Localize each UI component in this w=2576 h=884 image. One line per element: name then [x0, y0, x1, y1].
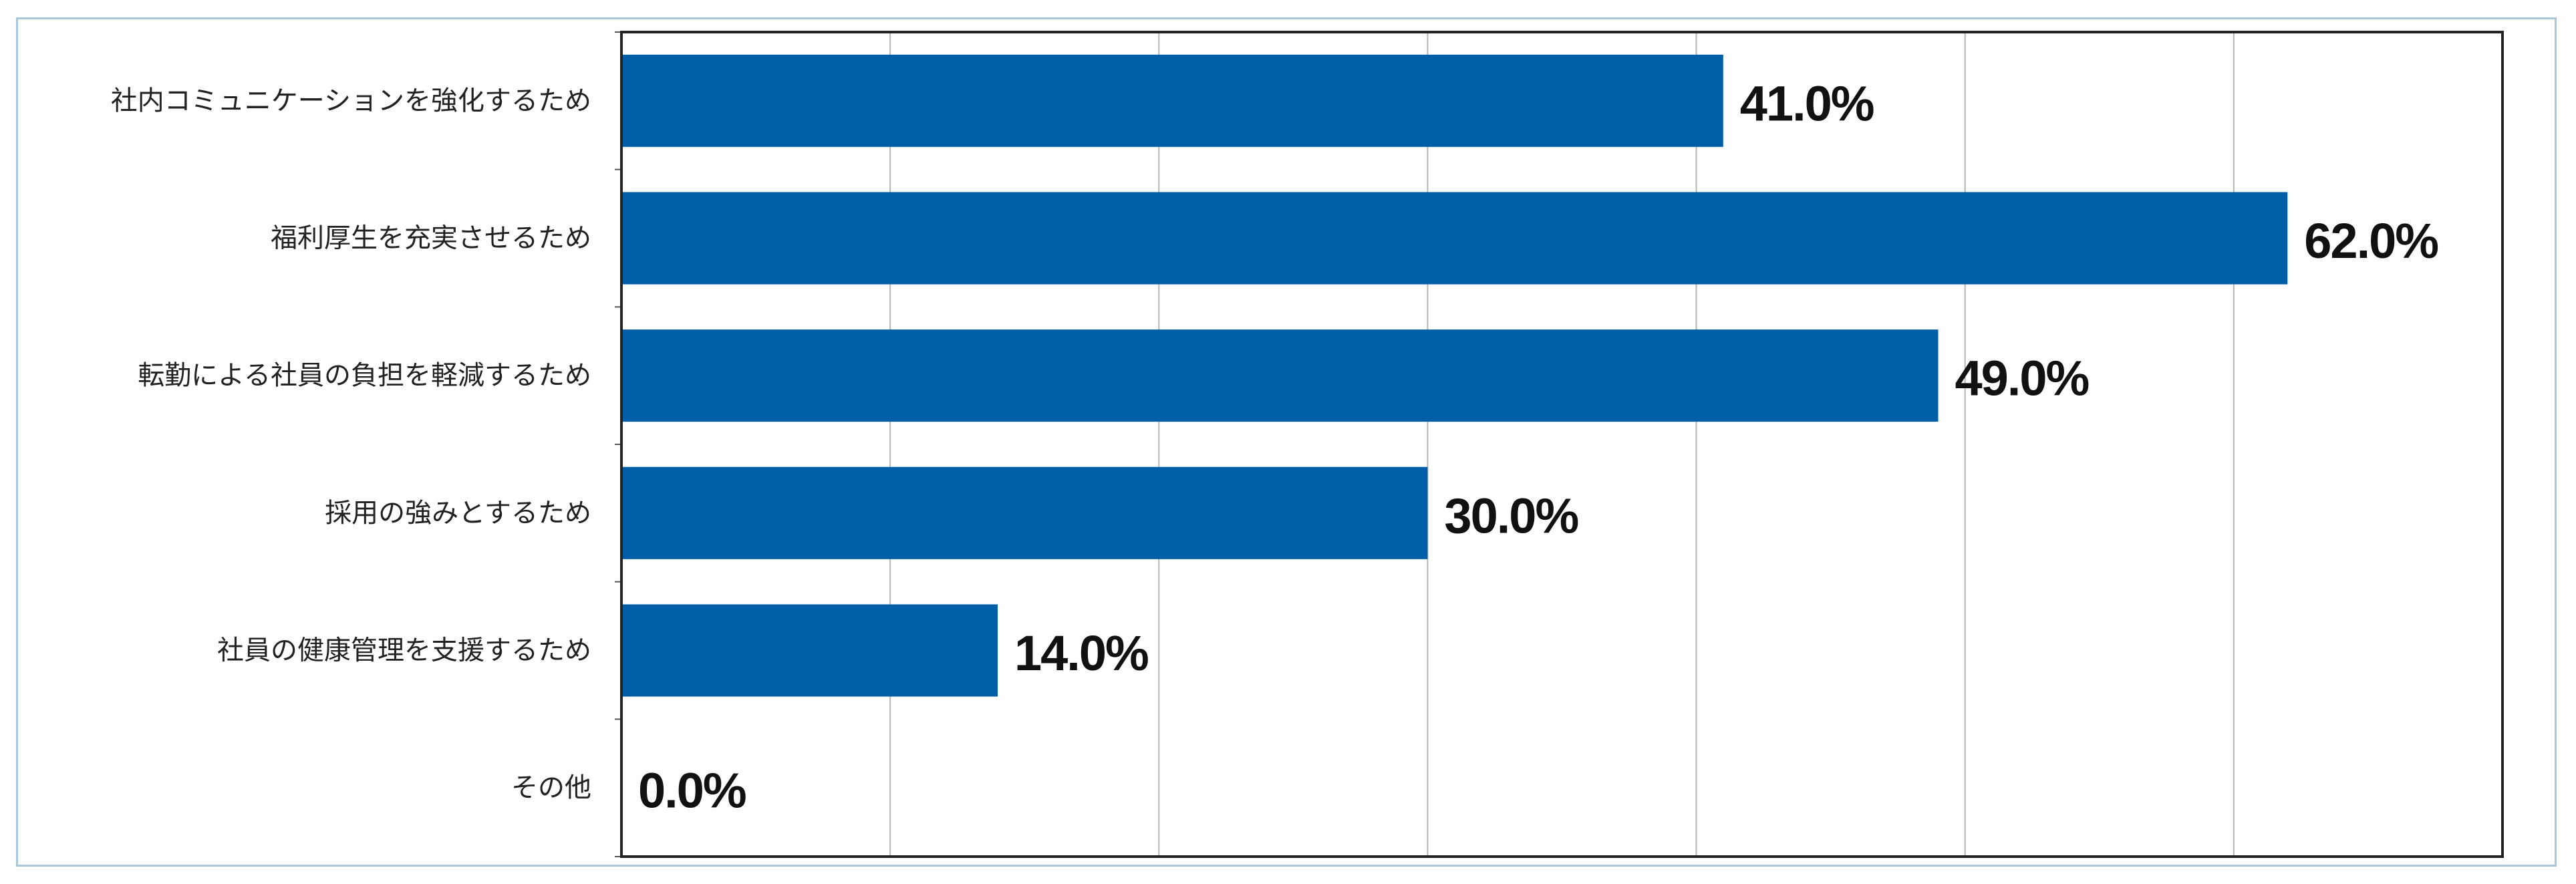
plot-border: [620, 31, 2504, 858]
bar: [621, 192, 2288, 285]
value-label: 14.0%: [1014, 625, 1148, 681]
chart-frame: [16, 17, 2557, 867]
value-label: 30.0%: [1444, 488, 1578, 543]
category-label: 福利厚生を充実させるため: [271, 223, 591, 254]
bar: [621, 604, 998, 697]
value-label: 62.0%: [2304, 213, 2438, 269]
category-label: 採用の強みとするため: [325, 498, 591, 529]
value-label: 49.0%: [1955, 351, 2089, 406]
category-label: 転勤による社員の負担を軽減するため: [138, 360, 591, 391]
bar: [621, 329, 1939, 422]
category-label: その他: [511, 772, 591, 803]
bar: [621, 54, 1723, 147]
bar: [621, 466, 1428, 559]
category-label: 社員の健康管理を支援するため: [217, 635, 591, 666]
value-label: 0.0%: [638, 763, 746, 819]
value-label: 41.0%: [1740, 76, 1874, 131]
category-label: 社内コミュニケーションを強化するため: [111, 86, 591, 116]
